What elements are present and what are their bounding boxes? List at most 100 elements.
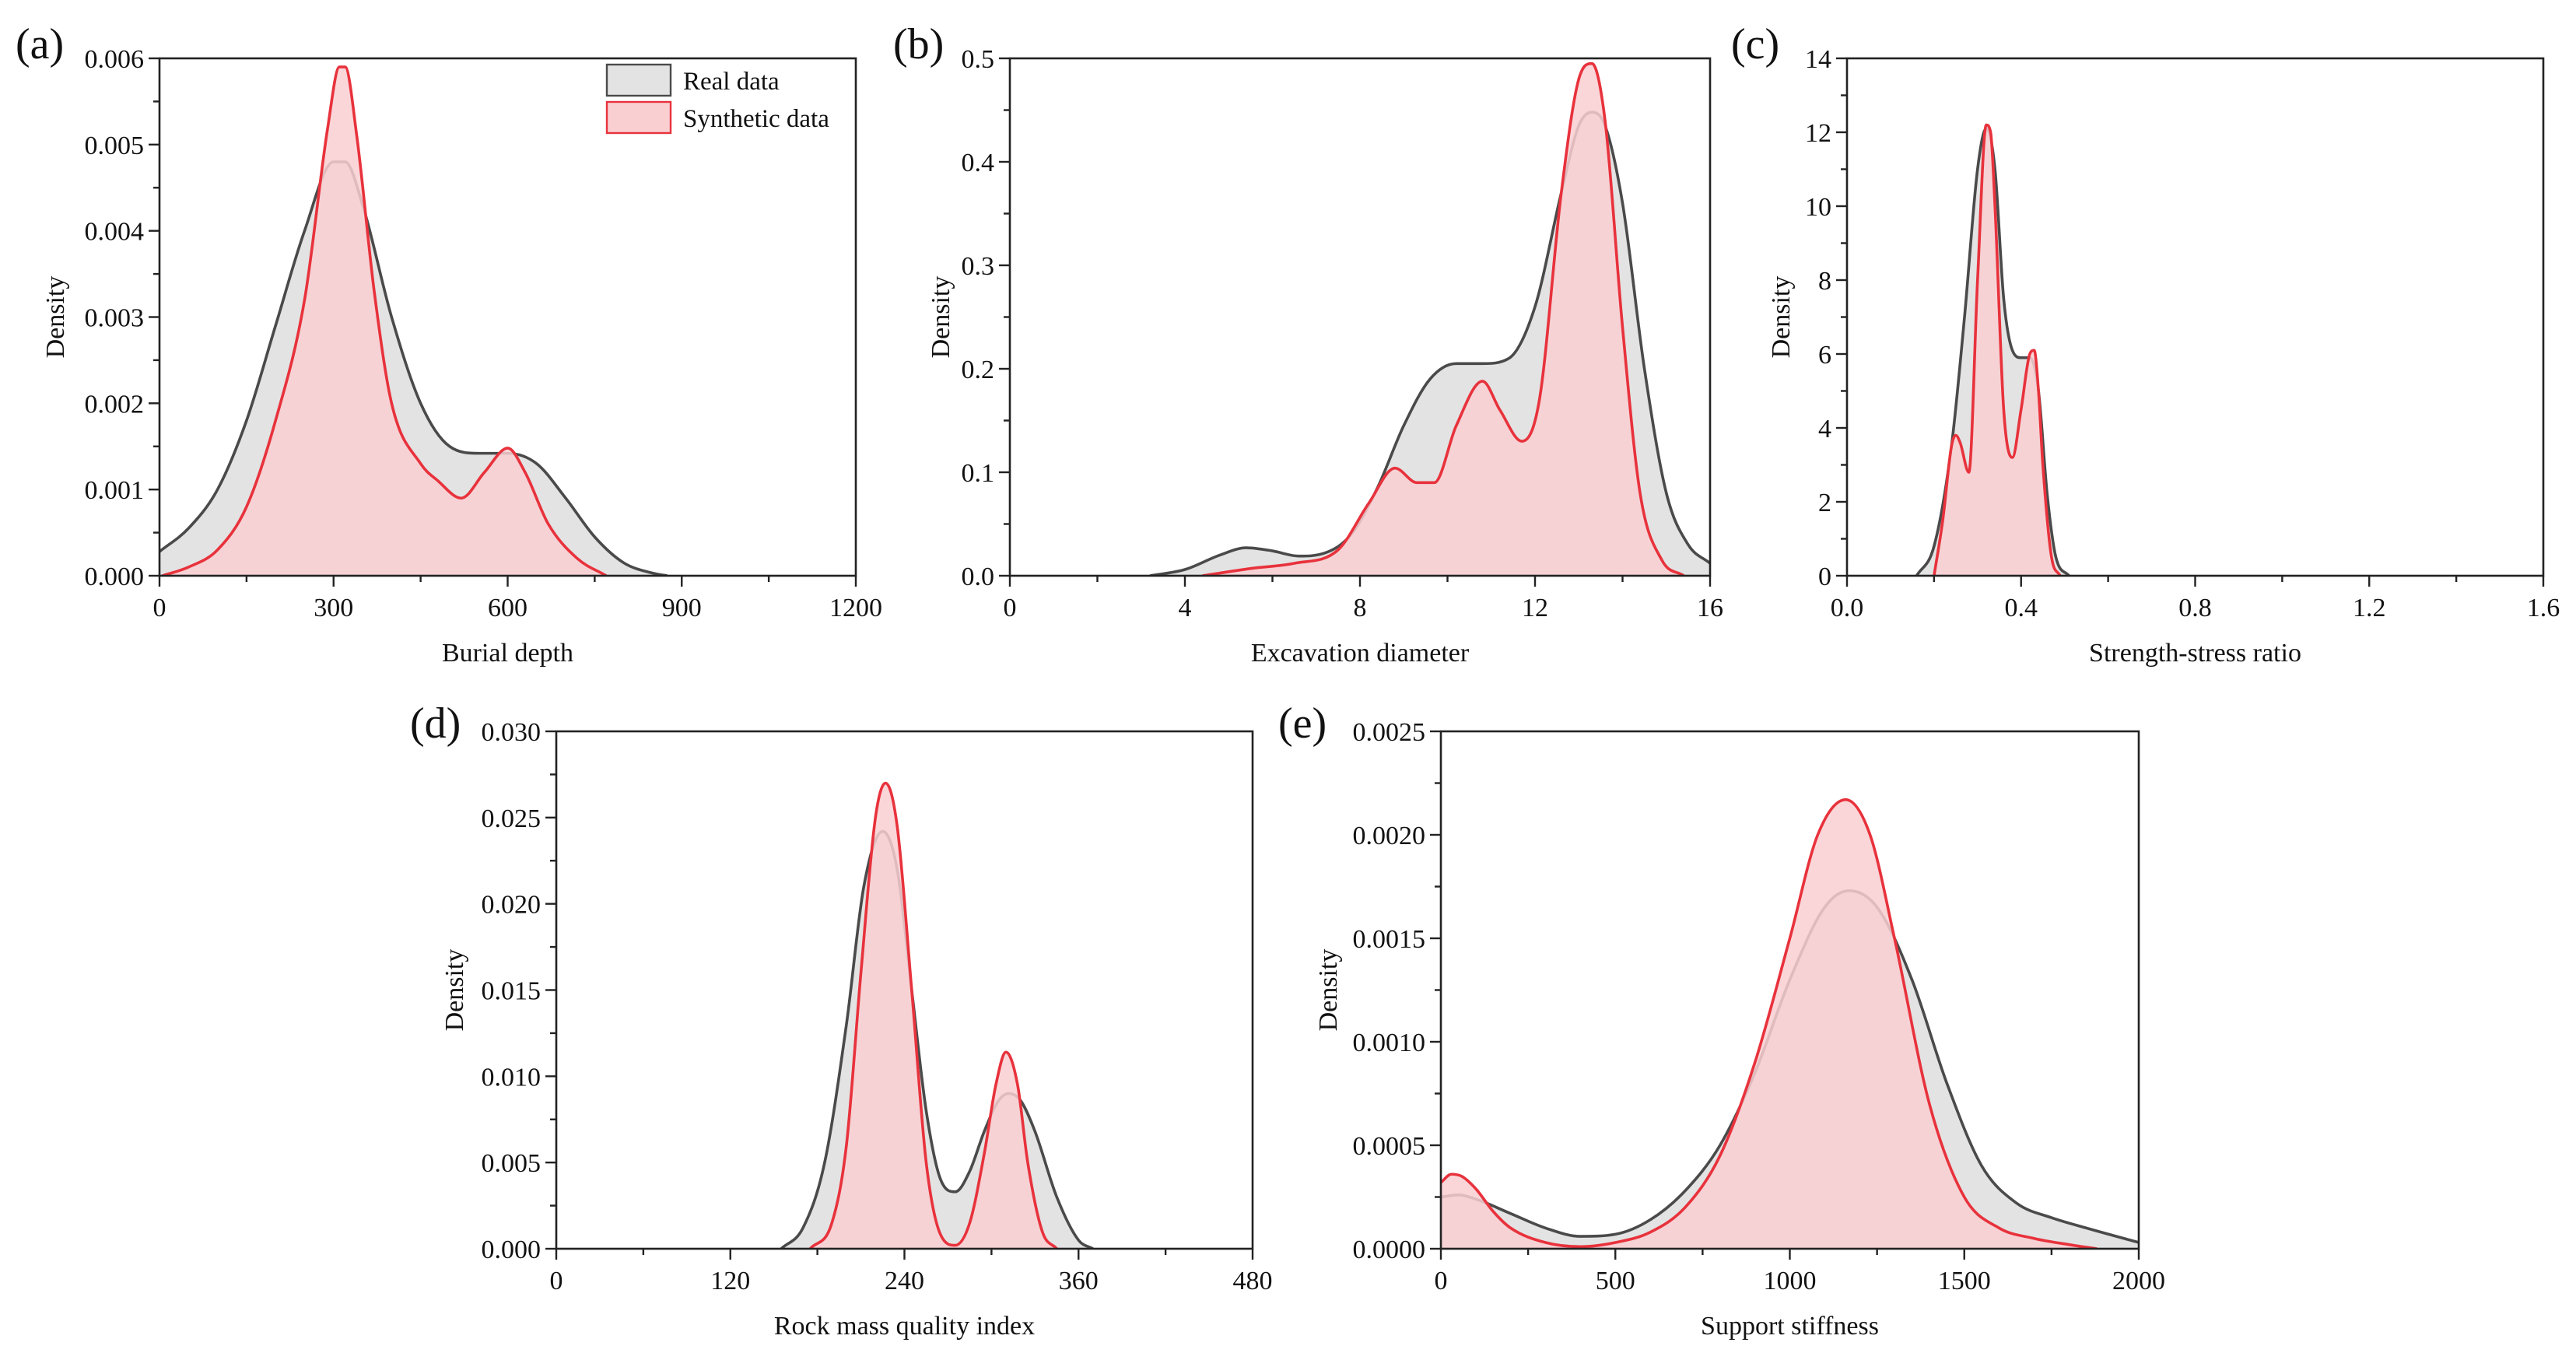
x-axis-title: Support stiffness <box>1701 1312 1879 1341</box>
legend-swatch-real <box>605 63 672 97</box>
y-tick-label: 0.004 <box>85 218 145 247</box>
x-axis-title: Burial depth <box>442 639 573 668</box>
x-tick-label: 500 <box>1596 1267 1635 1295</box>
x-tick-label: 12 <box>1522 594 1548 622</box>
x-tick-label: 360 <box>1059 1267 1099 1295</box>
synthetic-data-area <box>1933 124 2061 576</box>
synthetic-data-line <box>162 65 608 576</box>
x-tick-label: 600 <box>488 594 527 622</box>
y-tick-label: 4 <box>1818 415 1831 443</box>
y-tick-label: 0.4 <box>962 149 995 177</box>
y-tick-label: 0.3 <box>962 252 995 281</box>
x-tick-label: 900 <box>662 594 702 622</box>
y-axis-title: Density <box>1314 949 1343 1032</box>
x-tick-label: 1.2 <box>2353 594 2386 622</box>
x-tick-label: 0 <box>1004 594 1017 622</box>
y-tick-label: 0.0025 <box>1353 718 1426 747</box>
x-tick-label: 2000 <box>2112 1267 2165 1295</box>
y-tick-label: 0.1 <box>962 459 995 488</box>
x-tick-label: 0 <box>550 1267 563 1295</box>
synthetic-data-line <box>1933 123 2062 576</box>
y-tick-label: 0.025 <box>482 804 541 833</box>
y-tick-label: 0.001 <box>85 476 145 505</box>
plot-area <box>159 65 668 576</box>
y-tick-label: 14 <box>1805 45 1831 74</box>
panel-label: (b) <box>893 20 944 68</box>
y-tick-label: 0.010 <box>482 1063 541 1092</box>
panel-d: 0 120 240 360 480 0.000 0.005 0.010 0.015 0.020 0.… <box>410 699 1273 1341</box>
x-tick-label: 16 <box>1697 594 1723 622</box>
legend-label-synthetic: Synthetic data <box>683 105 829 133</box>
y-tick-label: 0.0 <box>962 563 995 591</box>
plot-area <box>780 781 1094 1249</box>
y-tick-label: 0.005 <box>85 131 145 160</box>
real-data-area <box>781 831 1093 1249</box>
panel-label: (a) <box>16 20 64 68</box>
y-tick-label: 0.020 <box>482 891 541 920</box>
y-tick-label: 0.030 <box>482 718 541 747</box>
y-tick-label: 0 <box>1818 563 1831 591</box>
y-tick-label: 0.2 <box>962 356 995 384</box>
y-tick-label: 0.000 <box>482 1236 541 1264</box>
legend-swatch-synthetic <box>605 100 672 135</box>
y-tick-label: 0.000 <box>85 563 145 591</box>
panel-e: 0 500 1000 1500 2000 0.0000 0.0005 0.0010 0.0015… <box>1278 699 2165 1341</box>
y-axis-title: Density <box>1767 276 1796 359</box>
synthetic-data-area <box>1441 799 2098 1249</box>
y-tick-label: 0.003 <box>85 304 145 333</box>
real-data-line <box>1149 110 1710 576</box>
y-axis-title: Density <box>927 276 955 359</box>
x-axis-title: Excavation diameter <box>1251 639 1470 668</box>
y-tick-label: 0.0020 <box>1353 822 1426 850</box>
plot-area <box>1915 123 2070 576</box>
y-tick-label: 2 <box>1818 489 1831 517</box>
y-tick-label: 0.002 <box>85 390 145 419</box>
x-tick-label: 0.0 <box>1831 594 1864 622</box>
synthetic-data-area <box>162 67 607 576</box>
legend: Real data Synthetic data <box>605 63 829 135</box>
real-data-line <box>1915 127 2070 576</box>
y-tick-label: 0.5 <box>962 45 995 74</box>
synthetic-data-line <box>808 781 1058 1249</box>
plot-area <box>1441 797 2139 1249</box>
y-tick-label: 0.005 <box>482 1149 541 1178</box>
x-tick-label: 1000 <box>1764 1267 1817 1295</box>
y-tick-label: 6 <box>1818 341 1831 370</box>
real-data-line <box>780 829 1094 1249</box>
y-tick-label: 8 <box>1818 267 1831 296</box>
panel-label: (d) <box>410 699 461 748</box>
plot-area <box>1149 61 1710 576</box>
synthetic-data-line <box>1202 61 1685 576</box>
x-tick-label: 4 <box>1179 594 1192 622</box>
x-axis-title: Rock mass quality index <box>774 1312 1035 1341</box>
x-tick-label: 300 <box>314 594 353 622</box>
panel-c: 0.0 0.4 0.8 1.2 1.6 0 2 4 6 8 10 12 14 Strength-stres… <box>1731 20 2560 668</box>
legend-label-real: Real data <box>683 68 780 96</box>
x-tick-label: 480 <box>1233 1267 1273 1295</box>
x-tick-label: 0 <box>153 594 166 622</box>
x-tick-label: 240 <box>885 1267 924 1295</box>
x-tick-label: 8 <box>1354 594 1367 622</box>
panel-label: (c) <box>1731 20 1779 68</box>
y-tick-label: 0.0000 <box>1353 1236 1426 1264</box>
x-tick-label: 120 <box>710 1267 750 1295</box>
x-tick-label: 1500 <box>1938 1267 1991 1295</box>
y-axis-title: Density <box>41 276 70 359</box>
synthetic-data-area <box>810 783 1057 1249</box>
y-tick-label: 0.0015 <box>1353 925 1426 954</box>
y-tick-label: 0.006 <box>85 45 145 74</box>
synthetic-data-line <box>1441 797 2098 1249</box>
x-axis-title: Strength-stress ratio <box>2089 639 2301 668</box>
y-tick-label: 12 <box>1805 119 1831 148</box>
panel-a: 0 300 600 900 1200 0.000 0.001 0.002 0.003 0.004 0… <box>16 20 882 668</box>
x-tick-label: 1200 <box>829 594 882 622</box>
x-tick-label: 0.4 <box>2005 594 2038 622</box>
y-tick-label: 0.0010 <box>1353 1029 1426 1057</box>
panels: 0 300 600 900 12000.0000.0010.0020.0030.0040… <box>16 20 2560 1341</box>
y-tick-label: 0.0005 <box>1353 1132 1426 1161</box>
x-tick-label: 0 <box>1435 1267 1448 1295</box>
y-axis-title: Density <box>440 949 469 1032</box>
y-tick-label: 10 <box>1805 193 1831 222</box>
real-data-line <box>159 160 668 576</box>
